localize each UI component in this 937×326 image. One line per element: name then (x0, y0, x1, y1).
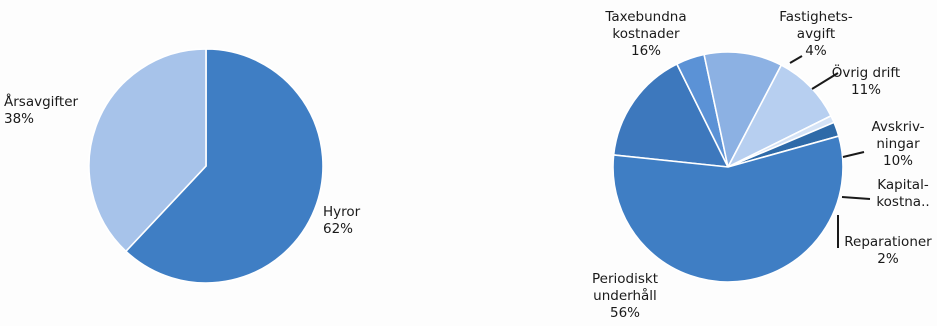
label-arsavgifter: Årsavgifter 38% (4, 93, 79, 127)
leader-line-kapitalkostna (841, 196, 871, 200)
slice-hyror (124, 48, 324, 284)
expense-pie-chart: Taxebundna kostnader 16% Fastighets-avgift 4… (592, 9, 932, 321)
slice-periodiskt-underhall (612, 135, 844, 283)
label-kapitalkostna: Kapital-kostna.. (876, 177, 929, 210)
label-periodiskt-underhall: Periodiskt underhåll 56% (592, 271, 658, 321)
leader-line-fastighetsavgift (789, 55, 803, 64)
label-ovrig-drift: Övrig drift 11% (832, 63, 900, 98)
label-reparationer: Reparationer 2% (844, 234, 932, 267)
leader-line-avskrivningar (842, 151, 865, 158)
income-pie-chart: Hyror 62% Årsavgifter 38% (4, 48, 361, 284)
slice-ovrig-drift (703, 51, 783, 170)
label-avskrivningar: Avskriv-ningar 10% (871, 119, 924, 169)
leader-line-ovrig-drift (811, 72, 839, 90)
slice-arsavgifter (88, 48, 207, 253)
slice-taxebundna-kostnader (612, 62, 730, 168)
label-taxebundna-kostnader: Taxebundna kostnader 16% (604, 9, 686, 59)
label-hyror: Hyror 62% (323, 204, 361, 237)
slice-avskrivningar (726, 64, 833, 169)
label-fastighetsavgift: Fastighets-avgift 4% (779, 9, 853, 59)
